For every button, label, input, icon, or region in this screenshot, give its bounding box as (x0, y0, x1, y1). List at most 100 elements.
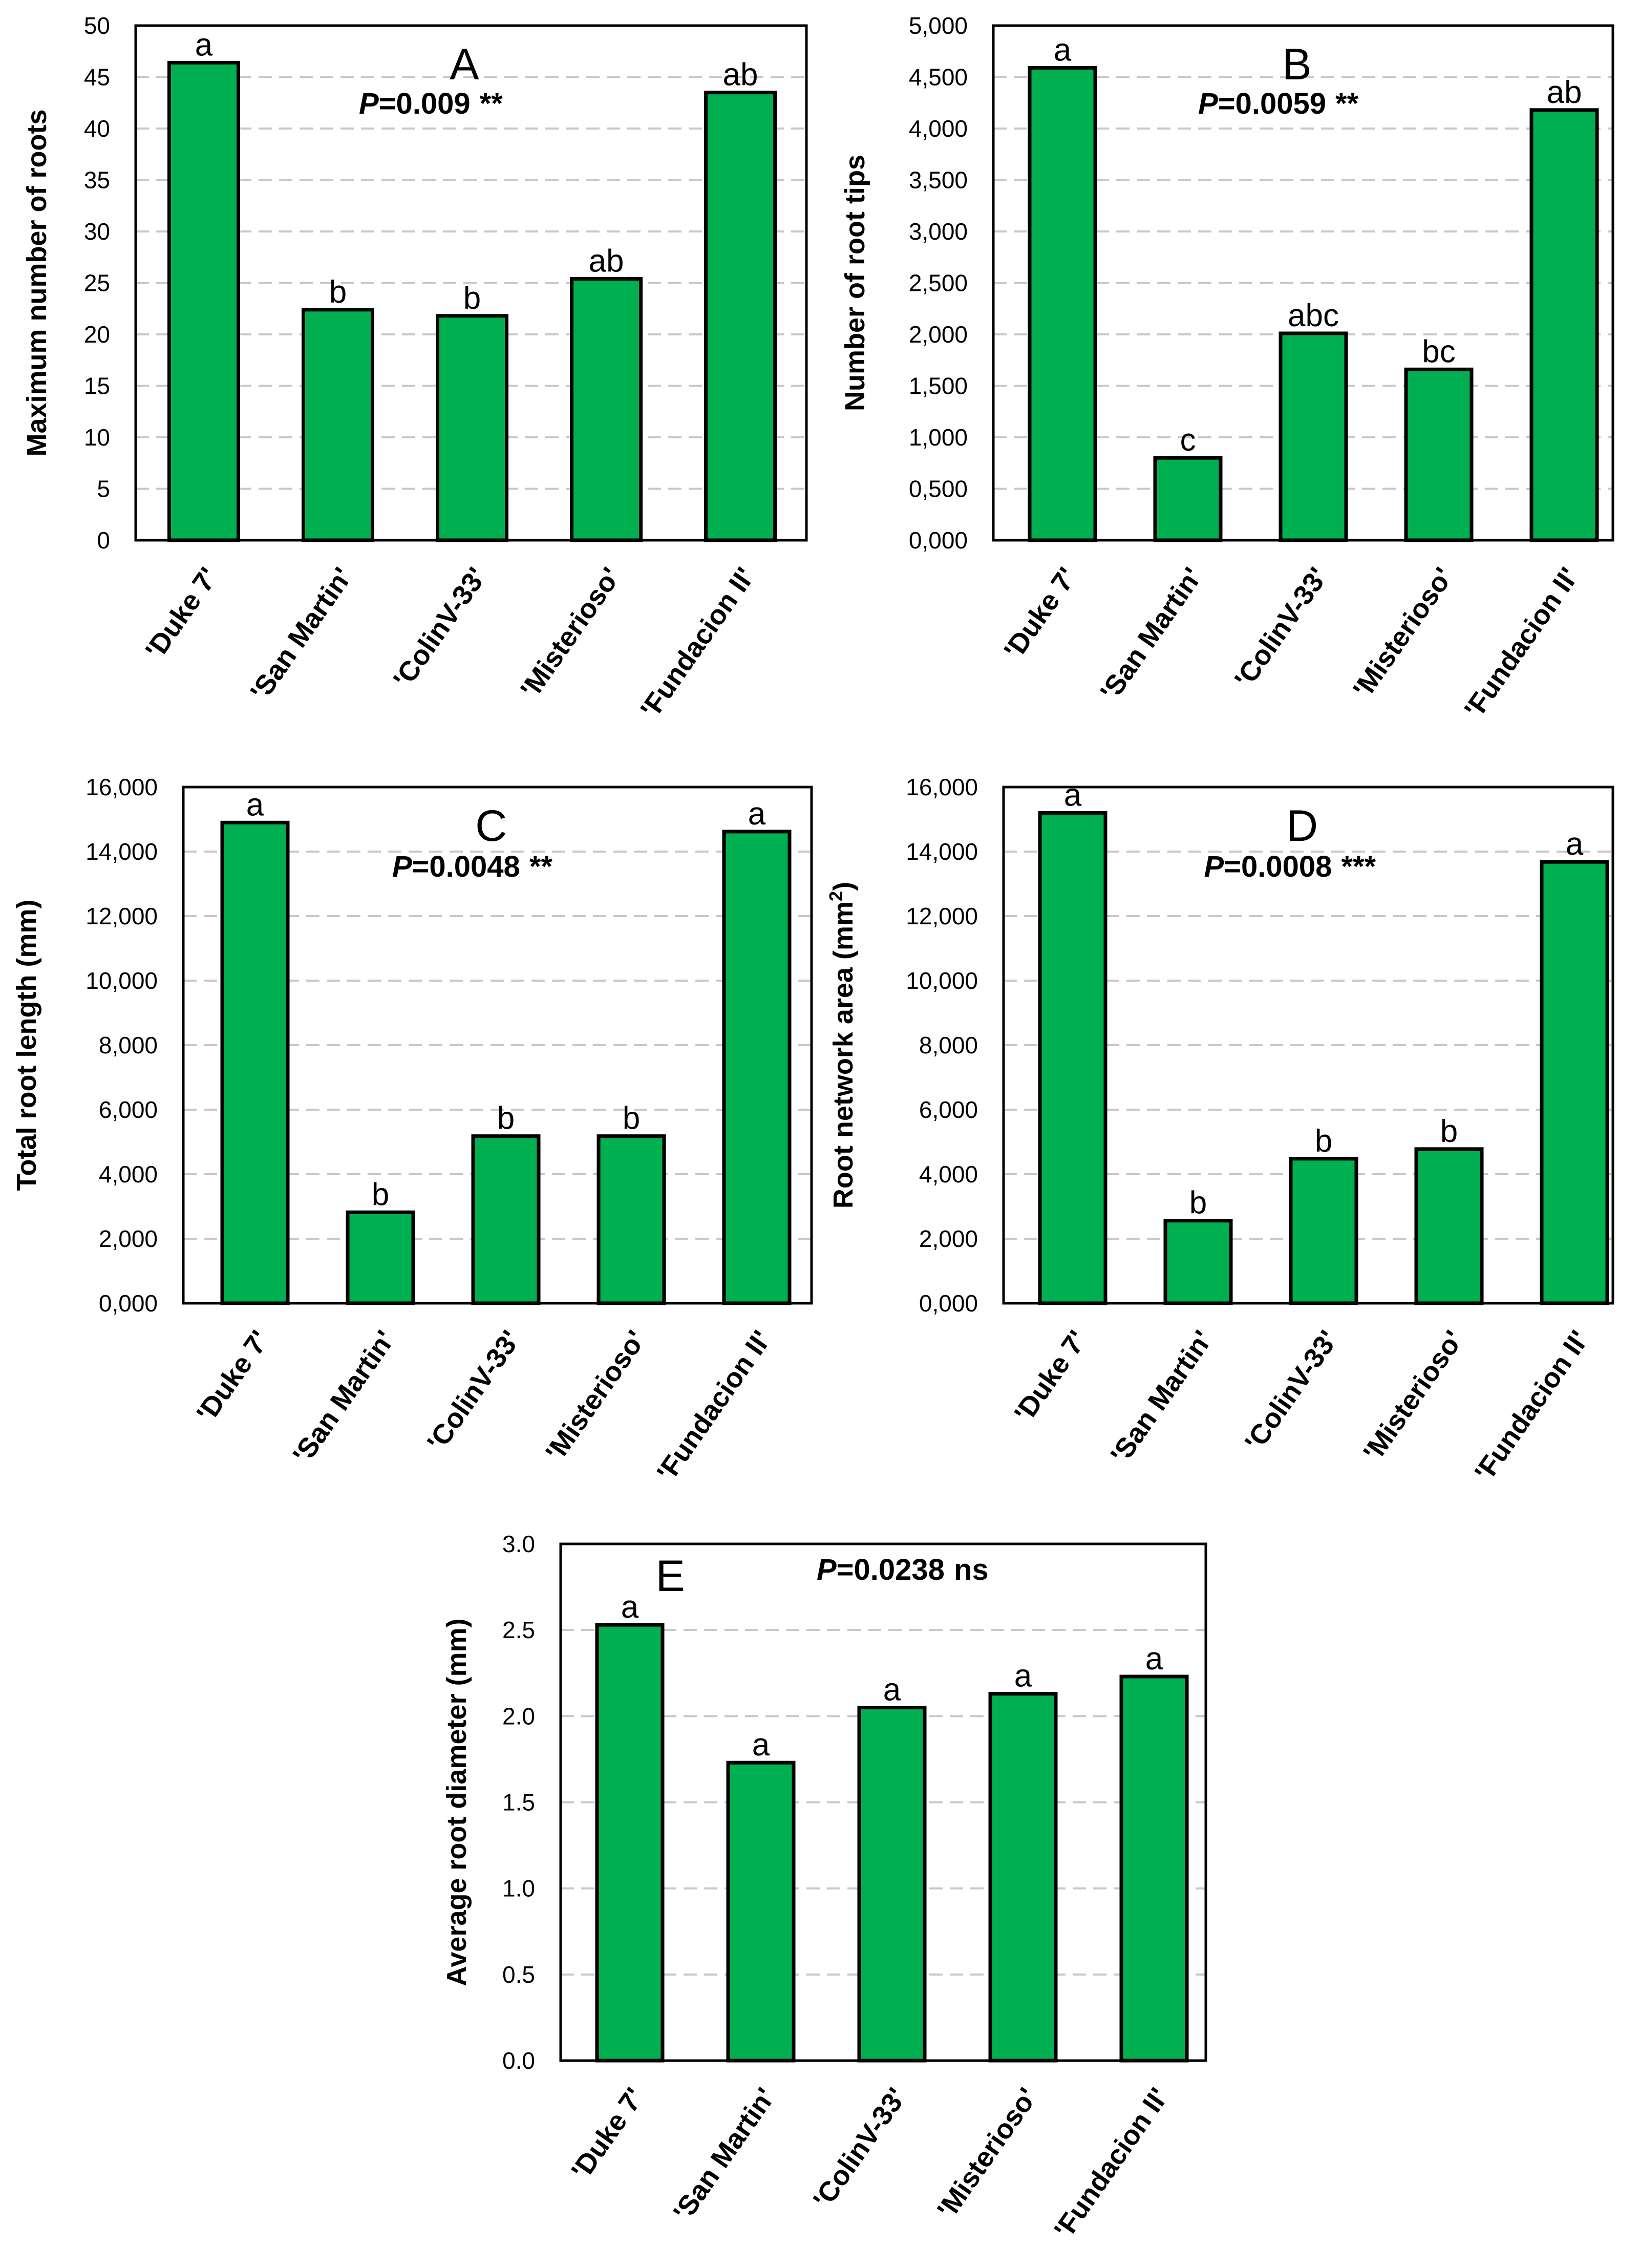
y-tick-label: 2.0 (502, 1703, 535, 1729)
bar-1 (1028, 66, 1097, 542)
p-symbol: P (1204, 850, 1224, 883)
bar-3 (436, 314, 508, 542)
significance-letter: ab (589, 243, 624, 279)
bar-1 (220, 820, 290, 1305)
chart-panel-c: 0,000 2,000 4,000 6,000 8,000 10,000 12,000 14,… (11, 774, 813, 1487)
y-tick-label: 0,000 (99, 1290, 158, 1317)
panel-letter: D (1286, 801, 1318, 851)
chart-panel-b: 0,000 0,500 1,000 1,500 2,000 2,500 3,000 3,500… (840, 12, 1614, 724)
y-axis-label-text: Number of root tips (840, 155, 870, 411)
p-symbol: P (1198, 87, 1218, 120)
category-label: 'ColinV-33' (421, 1325, 526, 1456)
y-tick-label: 10,000 (86, 967, 158, 994)
significance-letter: a (752, 1727, 770, 1763)
y-tick-label: 25 (84, 270, 110, 296)
y-tick-label: 2,000 (919, 1225, 978, 1252)
y-tick-label: 12,000 (906, 903, 978, 929)
p-symbol: P (392, 850, 412, 883)
category-label: 'San Martin' (287, 1325, 401, 1469)
p-value: =0.0048 (412, 850, 520, 883)
significance-stars: *** (1341, 850, 1376, 883)
bar-1 (595, 1623, 665, 2063)
y-tick-label: 5,000 (909, 12, 968, 39)
plot-frame (992, 24, 1614, 542)
category-label: 'Fundacion II' (635, 562, 761, 724)
significance-stars: ** (1335, 87, 1359, 120)
p-value-annotation: P=0.009 ** (359, 87, 503, 120)
y-tick-label: 16,000 (906, 774, 978, 800)
y-axis-label-text: Maximum number of roots (22, 109, 52, 456)
significance-stars: ** (480, 87, 503, 120)
category-label: 'Duke 7' (190, 1325, 275, 1428)
significance-letter: b (1440, 1114, 1458, 1149)
y-tick-label: 5 (97, 476, 110, 502)
p-value: =0.009 (379, 87, 471, 120)
y-axis-label-text: Root network area (mm (828, 901, 859, 1209)
y-tick-label: 6,000 (919, 1096, 978, 1123)
bar-5 (722, 830, 792, 1305)
significance-letter: b (623, 1101, 640, 1136)
bar-2 (726, 1761, 796, 2063)
y-tick-label: 1,000 (909, 424, 968, 451)
y-axis-label: Total root length (mm) (11, 900, 42, 1191)
y-axis-label-sup: 2 (825, 891, 846, 901)
category-label: 'Misterioso' (1357, 1325, 1469, 1467)
bar-1 (1038, 811, 1107, 1305)
category-label: 'San Martin' (668, 2082, 781, 2227)
category-label: 'Misterioso' (540, 1325, 652, 1467)
p-value-annotation: P=0.0008 *** (1204, 850, 1376, 883)
bar-3 (471, 1134, 541, 1305)
plot-frame (559, 1542, 1207, 2062)
panel-letter: E (656, 1552, 685, 1601)
y-axis-label-end: ) (828, 882, 859, 891)
bar-3 (857, 1706, 927, 2063)
category-label: 'Duke 7' (139, 562, 224, 665)
y-tick-label: 8,000 (919, 1032, 978, 1058)
bar-2 (346, 1210, 415, 1305)
significance-letter: a (748, 796, 766, 832)
p-symbol: P (359, 87, 379, 120)
significance-letter: a (621, 1589, 639, 1625)
y-tick-label: 8,000 (99, 1032, 158, 1058)
panel-letter: A (450, 40, 479, 89)
significance-letter: a (883, 1672, 901, 1708)
y-tick-label: 3,000 (909, 218, 968, 245)
category-label: 'San Martin' (1105, 1325, 1219, 1469)
bar-4 (570, 277, 643, 542)
p-value: =0.0008 (1224, 850, 1332, 883)
category-label: 'San Martin' (245, 562, 358, 706)
y-tick-label: 1,500 (909, 373, 968, 399)
y-axis-label: Average root diameter (mm) (441, 1618, 472, 1986)
chart-panel-d: 0,000 2,000 4,000 6,000 8,000 10,000 12,000 14,… (825, 774, 1614, 1487)
category-label: 'Fundacion II' (651, 1325, 777, 1487)
category-label: 'San Martin' (1095, 562, 1208, 706)
bar-4 (1404, 367, 1474, 542)
significance-letter: ab (723, 57, 758, 93)
significance-letter: b (1315, 1124, 1332, 1159)
y-tick-label: 0,000 (909, 527, 968, 554)
category-label: 'ColinV-33' (1229, 562, 1334, 693)
category-label: 'Misterioso' (1347, 562, 1459, 704)
y-tick-label: 4,000 (99, 1161, 158, 1188)
y-tick-label: 4,000 (909, 115, 968, 142)
y-tick-label: 10,000 (906, 967, 978, 994)
significance-letter: a (1064, 777, 1082, 813)
y-tick-label: 3.0 (502, 1531, 535, 1557)
significance-letter: a (195, 27, 213, 62)
y-tick-label: 0.5 (502, 1961, 535, 1988)
significance-stars: ns (954, 1553, 989, 1586)
category-label: 'Fundacion II' (1469, 1325, 1595, 1487)
y-tick-label: 0.0 (502, 2047, 535, 2074)
category-label: 'Duke 7' (565, 2082, 650, 2185)
bar-4 (1414, 1147, 1484, 1305)
y-tick-label: 0,000 (919, 1290, 978, 1317)
significance-letter: b (329, 274, 347, 310)
significance-letter: a (1054, 32, 1072, 68)
y-tick-label: 16,000 (86, 774, 158, 800)
significance-letter: c (1180, 422, 1196, 458)
significance-letter: a (246, 787, 264, 822)
plot-frame (134, 24, 808, 542)
significance-stars: ** (529, 850, 553, 883)
y-tick-label: 1.0 (502, 1875, 535, 1902)
